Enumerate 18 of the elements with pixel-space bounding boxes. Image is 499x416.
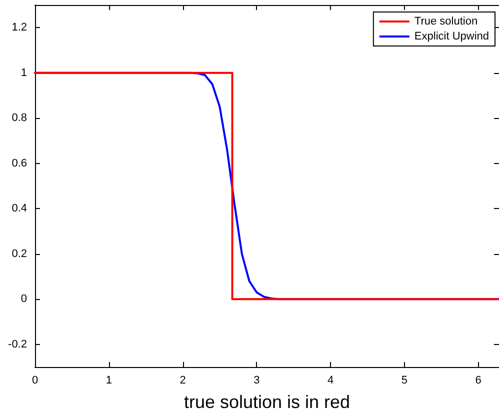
x-tick-label: 4 [327, 374, 334, 386]
y-tick-label: 0.2 [12, 248, 27, 260]
x-tick-label: 6 [475, 374, 482, 386]
y-tick-label: 0 [20, 293, 27, 306]
y-tick-label: 0.4 [12, 202, 27, 215]
y-tick-label: 0.8 [12, 112, 27, 124]
x-tick-label: 3 [254, 374, 260, 386]
y-tick-label: 1 [20, 66, 27, 79]
y-tick-label: 0.6 [12, 157, 27, 170]
x-tick-label: 0 [32, 374, 38, 386]
x-axis-title: true solution is in red [184, 392, 350, 412]
x-tick-label: 1 [106, 374, 112, 386]
x-tick-label: 2 [180, 374, 186, 386]
legend-label: Explicit Upwind [414, 30, 490, 42]
y-tick-label: 1.2 [12, 22, 27, 34]
x-tick-label: 5 [401, 374, 408, 386]
legend-label: True solution [414, 16, 478, 28]
y-tick-label: -0.2 [8, 338, 27, 350]
